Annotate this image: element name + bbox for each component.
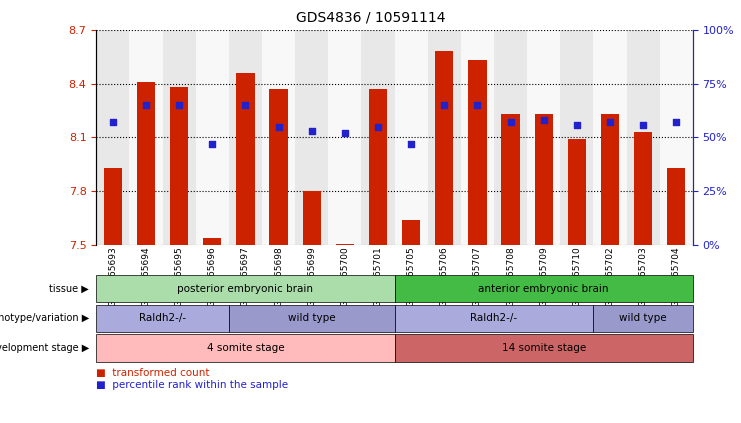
Bar bbox=[502, 114, 519, 245]
Bar bbox=[667, 168, 685, 245]
Bar bbox=[461, 30, 494, 245]
Point bbox=[273, 123, 285, 130]
Point bbox=[538, 117, 550, 124]
Bar bbox=[162, 30, 196, 245]
Text: GDS4836 / 10591114: GDS4836 / 10591114 bbox=[296, 11, 445, 25]
Bar bbox=[627, 30, 659, 245]
Point bbox=[671, 119, 682, 126]
Bar bbox=[236, 73, 255, 245]
Point bbox=[140, 102, 152, 108]
Bar bbox=[336, 244, 354, 245]
Bar bbox=[130, 30, 162, 245]
Text: posterior embryonic brain: posterior embryonic brain bbox=[177, 284, 313, 294]
Text: wild type: wild type bbox=[288, 313, 336, 323]
Bar bbox=[601, 114, 619, 245]
Bar bbox=[568, 139, 586, 245]
Point bbox=[207, 140, 219, 147]
Bar bbox=[137, 82, 155, 245]
Point bbox=[505, 119, 516, 126]
Bar bbox=[362, 30, 394, 245]
Point bbox=[405, 140, 417, 147]
Bar bbox=[394, 30, 428, 245]
Bar bbox=[527, 30, 560, 245]
Bar bbox=[369, 89, 387, 245]
Bar bbox=[534, 114, 553, 245]
Bar bbox=[634, 132, 652, 245]
Text: wild type: wild type bbox=[619, 313, 667, 323]
Point bbox=[471, 102, 483, 108]
Text: Raldh2-/-: Raldh2-/- bbox=[139, 313, 186, 323]
Text: ■  percentile rank within the sample: ■ percentile rank within the sample bbox=[96, 380, 288, 390]
Text: 4 somite stage: 4 somite stage bbox=[207, 343, 285, 353]
Text: 14 somite stage: 14 somite stage bbox=[502, 343, 586, 353]
Text: Raldh2-/-: Raldh2-/- bbox=[471, 313, 517, 323]
Text: tissue ▶: tissue ▶ bbox=[49, 284, 89, 294]
Bar bbox=[229, 30, 262, 245]
Point bbox=[306, 128, 318, 135]
Point bbox=[439, 102, 451, 108]
Point bbox=[604, 119, 616, 126]
Point bbox=[339, 130, 350, 137]
Point bbox=[239, 102, 251, 108]
Bar bbox=[594, 30, 627, 245]
Bar bbox=[328, 30, 362, 245]
Bar bbox=[262, 30, 295, 245]
Bar bbox=[295, 30, 328, 245]
Bar bbox=[270, 89, 288, 245]
Bar bbox=[659, 30, 693, 245]
Point bbox=[107, 119, 119, 126]
Bar bbox=[302, 191, 321, 245]
Bar bbox=[402, 220, 420, 245]
Bar bbox=[196, 30, 229, 245]
Bar bbox=[170, 87, 188, 245]
Text: development stage ▶: development stage ▶ bbox=[0, 343, 89, 353]
Point bbox=[173, 102, 185, 108]
Bar bbox=[560, 30, 594, 245]
Bar bbox=[203, 238, 222, 245]
Bar bbox=[435, 51, 453, 245]
Text: genotype/variation ▶: genotype/variation ▶ bbox=[0, 313, 89, 323]
Bar bbox=[104, 168, 122, 245]
Bar bbox=[468, 60, 487, 245]
Text: anterior embryonic brain: anterior embryonic brain bbox=[479, 284, 609, 294]
Bar bbox=[96, 30, 130, 245]
Point bbox=[637, 121, 649, 128]
Point bbox=[571, 121, 582, 128]
Point bbox=[372, 123, 384, 130]
Bar bbox=[494, 30, 527, 245]
Bar bbox=[428, 30, 461, 245]
Text: ■  transformed count: ■ transformed count bbox=[96, 368, 210, 378]
